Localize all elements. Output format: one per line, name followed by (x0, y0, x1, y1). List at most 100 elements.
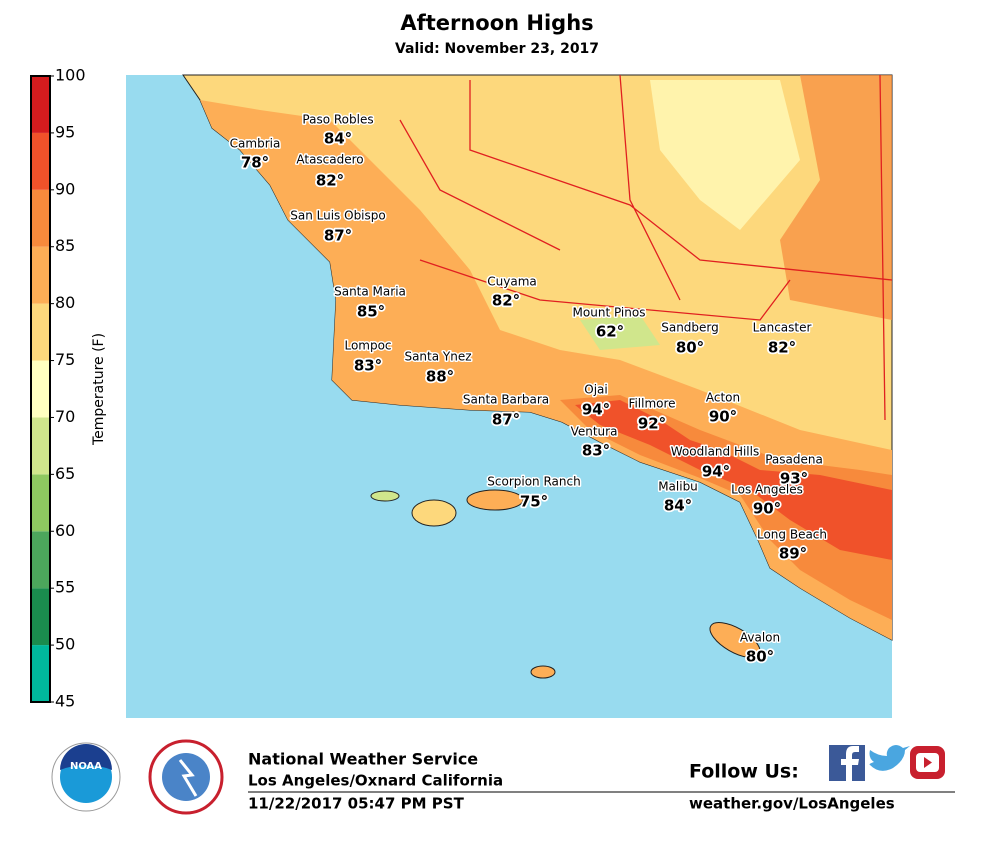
city-temp: 88° (426, 368, 454, 386)
city-name: Acton (706, 391, 740, 405)
city-temp: 83° (354, 357, 382, 375)
city-name: Mount Pinos (573, 306, 646, 320)
footer: NOAA National Weather Service Los Angele… (51, 739, 955, 815)
city-temp: 82° (316, 172, 344, 190)
colorbar-tick-label: 45 (55, 692, 75, 711)
colorbar-tick-label: 85 (55, 236, 75, 255)
city-name: Santa Maria (334, 285, 406, 299)
city-name: Long Beach (757, 528, 827, 542)
city-temp: 90° (709, 408, 737, 426)
colorbar-bin (31, 588, 50, 646)
city-temp: 80° (676, 339, 704, 357)
facebook-glyph (841, 746, 859, 781)
colorbar-tick-label: 50 (55, 635, 75, 654)
colorbar-tick-label: 95 (55, 122, 75, 141)
city-name: Santa Ynez (404, 350, 471, 364)
city-temp: 89° (779, 545, 807, 563)
city-temp: 87° (324, 227, 352, 245)
nws-bolt (178, 759, 198, 797)
colorbar-bin (31, 189, 50, 247)
hot-zone (560, 395, 892, 620)
city-temp: 84° (664, 497, 692, 515)
twitter-icon[interactable] (869, 745, 911, 771)
map: Paso Robles 84° Cambria 78° Atascadero 82° San… (126, 74, 893, 718)
city-temp: 94° (702, 463, 730, 481)
island (370, 490, 400, 502)
city-temp: 80° (746, 648, 774, 666)
city-name: Ventura (571, 425, 618, 439)
colorbar-tick-label: 60 (55, 521, 75, 540)
city-temp: 85° (357, 303, 385, 321)
city-name: Fillmore (628, 397, 675, 411)
colorbar-bin (31, 474, 50, 532)
follow-label: Follow Us: (689, 761, 799, 783)
colorbar-label: Temperature (F) (91, 333, 107, 446)
colorbar-bin (31, 303, 50, 361)
colorbar-bin (31, 76, 50, 133)
city-temp: 78° (241, 154, 269, 172)
city-temp: 83° (582, 442, 610, 460)
colorbar-frame (30, 75, 51, 703)
city-temp: 84° (324, 130, 352, 148)
colorbar-bin (31, 360, 50, 418)
colorbar-tick-label: 80 (55, 293, 75, 312)
city-name: Atascadero (296, 153, 363, 167)
org-name: National Weather Service (248, 750, 478, 769)
island (466, 489, 524, 511)
city-name: Lancaster (753, 321, 812, 335)
desert-zone (780, 75, 892, 320)
city-temp: 82° (492, 292, 520, 310)
city-temp: 94° (582, 401, 610, 419)
city-temp: 62° (596, 323, 624, 341)
city-name: Lompoc (344, 339, 391, 353)
colorbar-tick-label: 55 (55, 578, 75, 597)
city-name: Sandberg (661, 321, 719, 335)
island (411, 499, 457, 527)
warm-zone (200, 100, 892, 640)
city-name: Los Angeles (731, 483, 803, 497)
city-name: San Luis Obispo (290, 209, 385, 223)
colorbar-bin (31, 417, 50, 475)
city-name: Avalon (740, 631, 780, 645)
noaa-logo-text: NOAA (70, 761, 102, 772)
city-name: Ojai (584, 383, 607, 397)
noaa-logo-top (60, 744, 112, 770)
city-name: Pasadena (765, 453, 823, 467)
city-name: Cambria (230, 137, 281, 151)
colorbar-bin (31, 132, 50, 190)
city-temp: 92° (638, 415, 666, 433)
colorbar-bin (31, 531, 50, 589)
title: Afternoon Highs (400, 11, 593, 35)
colorbar-tick-label: 65 (55, 464, 75, 483)
website-link[interactable]: weather.gov/LosAngeles (689, 795, 895, 813)
island (709, 622, 761, 658)
colorbar-bin (31, 645, 50, 702)
colorbar: Temperature (F) 45 50 55 60 65 70 75 80 85 90 95 10… (30, 66, 107, 711)
city-temp: 90° (753, 500, 781, 518)
island (530, 665, 556, 679)
colorbar-tick-label: 75 (55, 350, 75, 369)
mountain-zone (650, 80, 800, 230)
city-temp: 82° (768, 339, 796, 357)
city-name: Woodland Hills (671, 445, 759, 459)
office-name: Los Angeles/Oxnard California (248, 772, 503, 790)
hottest-zone (575, 400, 892, 560)
city-temp: 75° (520, 493, 548, 511)
city-temp: 87° (492, 411, 520, 429)
colorbar-bin (31, 246, 50, 304)
city-name: Scorpion Ranch (487, 475, 580, 489)
issued-time: 11/22/2017 05:47 PM PST (248, 795, 465, 813)
roads (399, 74, 893, 421)
subtitle: Valid: November 23, 2017 (395, 41, 599, 57)
colorbar-tick-label: 100 (55, 66, 86, 85)
city-name: Malibu (658, 480, 698, 494)
city-name: Cuyama (487, 275, 536, 289)
city-name: Santa Barbara (463, 393, 549, 407)
colorbar-tick-label: 90 (55, 179, 75, 198)
youtube-play (924, 757, 932, 768)
city-name: Paso Robles (302, 113, 373, 127)
cool-zone (580, 315, 660, 350)
colorbar-tick-label: 70 (55, 407, 75, 426)
city-temp: 93° (780, 470, 808, 488)
